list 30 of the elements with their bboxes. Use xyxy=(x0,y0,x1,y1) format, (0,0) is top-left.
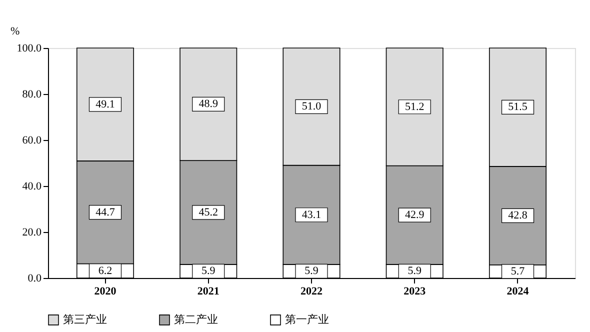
y-tick-label: 60.0 xyxy=(22,134,42,146)
x-tick-label: 2022 xyxy=(300,286,323,298)
data-label: 43.1 xyxy=(302,208,322,221)
data-label: 51.0 xyxy=(302,100,322,113)
data-label: 5.7 xyxy=(510,265,526,278)
legend-label: 第三产业 xyxy=(63,312,107,326)
data-label: 5.9 xyxy=(408,265,422,278)
y-tick-label: 20.0 xyxy=(22,226,42,238)
legend-label: 第二产业 xyxy=(174,312,218,326)
y-axis-title: % xyxy=(10,26,20,38)
data-label: 5.9 xyxy=(304,265,319,278)
data-label: 42.8 xyxy=(508,210,528,222)
y-tick-label: 100.0 xyxy=(16,42,42,54)
data-label: 51.5 xyxy=(508,101,528,114)
y-tick-label: 40.0 xyxy=(22,180,42,192)
data-label: 45.2 xyxy=(198,206,218,218)
data-label: 51.2 xyxy=(405,100,424,113)
data-label: 5.9 xyxy=(201,265,216,278)
data-label: 48.9 xyxy=(198,98,218,110)
data-label: 49.1 xyxy=(96,98,115,110)
x-tick-label: 2023 xyxy=(404,286,426,298)
legend-label: 第一产业 xyxy=(285,312,329,326)
y-tick-label: 80.0 xyxy=(22,88,42,100)
y-tick-label: 0.0 xyxy=(28,272,42,284)
data-label: 42.9 xyxy=(405,209,425,222)
x-tick-label: 2020 xyxy=(94,286,117,298)
x-tick-label: 2021 xyxy=(197,286,220,298)
x-tick-label: 2024 xyxy=(506,286,530,298)
data-label: 6.2 xyxy=(98,264,112,277)
data-label: 44.7 xyxy=(96,206,116,218)
